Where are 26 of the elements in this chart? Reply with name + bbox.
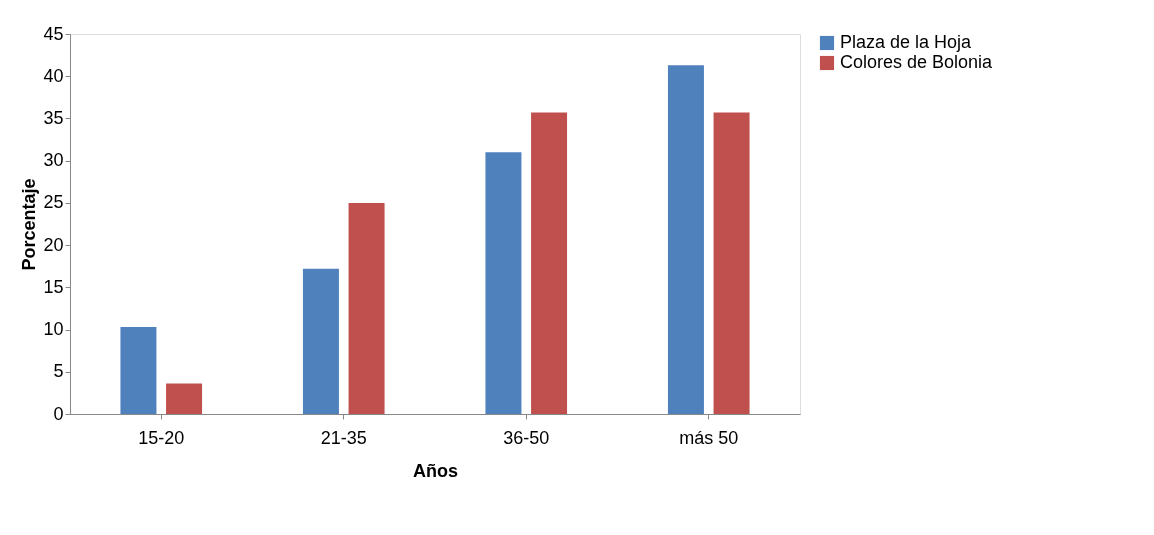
bar (667, 65, 704, 414)
x-tick-label: 36-50 (503, 427, 550, 448)
y-tick-label: 0 (53, 403, 64, 424)
y-tick-label: 5 (53, 361, 64, 382)
bar (166, 383, 203, 414)
y-tick-label: 45 (43, 23, 64, 44)
bar (713, 112, 750, 414)
y-tick-label: 20 (43, 234, 64, 255)
y-tick-label: 15 (43, 276, 64, 297)
x-axis-title: Años (413, 460, 458, 481)
bar (531, 112, 568, 414)
bar (485, 152, 522, 414)
bar (302, 268, 339, 414)
legend-label: Plaza de la Hoja (840, 32, 973, 52)
y-tick-label: 30 (43, 150, 64, 171)
y-tick-label: 10 (43, 319, 64, 340)
x-tick-label: más 50 (679, 427, 739, 448)
bar (348, 202, 385, 414)
y-axis-title: Porcentaje (19, 178, 40, 271)
y-tick-label: 40 (43, 65, 64, 86)
bar (120, 327, 157, 414)
y-tick-label: 25 (43, 192, 64, 213)
y-tick-label: 35 (43, 107, 64, 128)
x-tick-label: 15-20 (138, 427, 185, 448)
x-tick-label: 21-35 (320, 427, 367, 448)
legend-label: Colores de Bolonia (840, 52, 994, 72)
